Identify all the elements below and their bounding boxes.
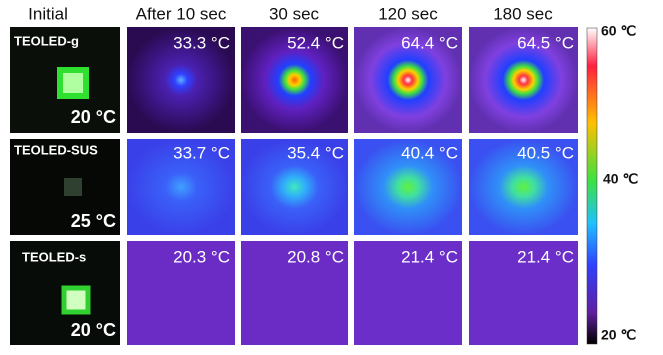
- row-label: TEOLED-g: [14, 33, 79, 48]
- temp-reading: 21.4 °C: [401, 247, 458, 266]
- temp-reading: 40.4 °C: [401, 143, 458, 162]
- temp-reading: 21.4 °C: [517, 247, 574, 266]
- column-header: 180 sec: [493, 4, 553, 23]
- temp-reading: 40.5 °C: [517, 143, 574, 162]
- temp-reading: 52.4 °C: [287, 33, 344, 52]
- temp-reading: 64.4 °C: [401, 33, 458, 52]
- temp-reading: 20.3 °C: [173, 247, 230, 266]
- temp-reading: 33.7 °C: [173, 143, 230, 162]
- initial-temp: 20 °C: [71, 320, 116, 340]
- row-label: TEOLED-s: [22, 249, 86, 264]
- device-glow: [64, 288, 88, 312]
- column-header: After 10 sec: [136, 4, 227, 23]
- figure: Initial After 10 sec 30 sec 120 sec 180 …: [0, 0, 663, 350]
- colorbar-label: 40 ℃: [603, 171, 638, 187]
- colorbar: [587, 28, 597, 344]
- column-header: 120 sec: [378, 4, 438, 23]
- temp-reading: 64.5 °C: [517, 33, 574, 52]
- column-header: Initial: [28, 4, 68, 23]
- colorbar-label: 60 ℃: [601, 23, 636, 39]
- row-label: TEOLED-SUS: [14, 142, 98, 157]
- column-header: 30 sec: [269, 4, 320, 23]
- temp-reading: 33.3 °C: [173, 33, 230, 52]
- initial-temp: 25 °C: [71, 211, 116, 231]
- colorbar-label: 20 ℃: [601, 327, 636, 343]
- device: [64, 178, 82, 196]
- temp-reading: 35.4 °C: [287, 143, 344, 162]
- temp-reading: 20.8 °C: [287, 247, 344, 266]
- initial-temp: 20 °C: [71, 107, 116, 127]
- device-glow: [60, 70, 86, 96]
